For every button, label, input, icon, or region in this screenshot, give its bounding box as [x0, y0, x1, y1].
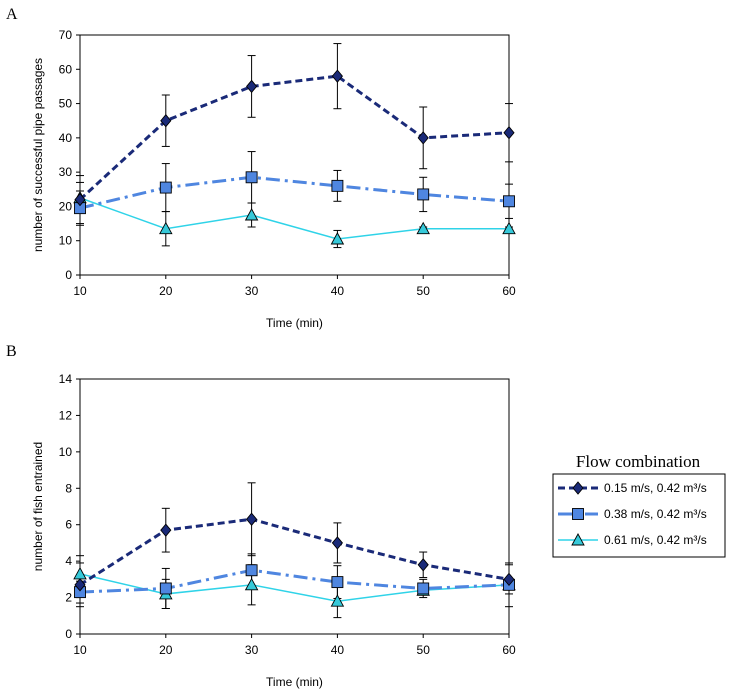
x-tick-label: 30 [245, 643, 259, 657]
chart-b: 0 2 4 6 8 10 12 14 10 20 30 40 50 60 Time (min) number … [31, 372, 516, 689]
x-tick-label: 20 [159, 284, 173, 298]
x-axis-label: Time (min) [266, 316, 323, 330]
x-tick-label: 10 [73, 643, 87, 657]
plot-frame [79, 378, 510, 635]
data-point-a-s2-2 [245, 171, 258, 184]
data-point-a-s2-5 [503, 195, 515, 208]
data-point-b-s1-3 [331, 536, 343, 550]
x-tick-label: 40 [331, 643, 345, 657]
panel-label-a: A [6, 6, 18, 23]
legend-marker-3 [571, 533, 585, 546]
data-point-a-s3-1 [159, 221, 173, 235]
y-tick-label: 6 [65, 518, 72, 532]
x-tick-label: 50 [417, 284, 431, 298]
plot-frame [79, 34, 510, 276]
y-tick-label: 12 [59, 408, 73, 422]
panel-label-b: B [6, 343, 17, 360]
legend-item-2: 0.38 m/s, 0.42 m³/s [558, 507, 707, 521]
x-axis-label: Time (min) [266, 675, 323, 689]
data-point-a-s1-1 [160, 114, 172, 128]
y-tick-label: 4 [65, 554, 72, 568]
x-tick-label: 60 [502, 284, 516, 298]
y-tick-label: 10 [59, 445, 73, 459]
x-tick-label: 30 [245, 284, 259, 298]
data-point-a-s1-4 [417, 131, 429, 145]
y-tick-label: 70 [59, 28, 73, 42]
legend-label-1: 0.15 m/s, 0.42 m³/s [604, 481, 707, 495]
data-point-a-s2-1 [159, 181, 172, 194]
series-line-a-3 [79, 197, 509, 240]
y-tick-label: 50 [59, 97, 73, 111]
legend-title: Flow combination [576, 452, 701, 471]
x-tick-label: 10 [73, 284, 87, 298]
y-tick-label: 20 [59, 199, 73, 213]
data-point-a-s1-5 [503, 126, 515, 140]
data-point-a-s1-3 [331, 69, 343, 83]
data-point-b-s2-3 [331, 576, 344, 589]
data-point-b-s2-4 [417, 582, 430, 595]
data-point-b-s1-4 [417, 558, 429, 572]
data-point-b-s3-0 [73, 566, 87, 580]
data-point-b-s3-3 [330, 594, 345, 607]
data-point-a-s3-5 [502, 221, 516, 235]
data-point-a-s3-4 [416, 221, 430, 235]
y-tick-label: 0 [65, 268, 72, 282]
series-line-b-1 [79, 517, 510, 587]
x-tick-label: 50 [417, 643, 431, 657]
y-axis-label: number of fish entrained [31, 442, 45, 571]
series-line-b-2 [79, 568, 510, 594]
data-point-a-s3-3 [330, 232, 345, 245]
y-tick-label: 40 [59, 131, 73, 145]
legend-label-3: 0.61 m/s, 0.42 m³/s [604, 533, 707, 547]
data-point-b-s2-2 [245, 564, 258, 577]
y-tick-label: 60 [59, 62, 73, 76]
y-axis-label: number of successful pipe passages [31, 58, 45, 252]
legend-label-2: 0.38 m/s, 0.42 m³/s [604, 507, 707, 521]
data-point-a-s3-2 [244, 208, 259, 221]
series-line-a-2 [79, 175, 510, 210]
data-point-b-s1-0 [74, 578, 86, 592]
legend-item-1: 0.15 m/s, 0.42 m³/s [558, 481, 707, 495]
y-tick-label: 8 [65, 481, 72, 495]
data-point-a-s2-3 [331, 179, 344, 192]
data-point-a-s1-0 [74, 192, 86, 207]
y-tick-label: 0 [65, 627, 72, 641]
legend-item-3: 0.61 m/s, 0.42 m³/s [558, 533, 707, 547]
data-point-b-s1-5 [503, 572, 515, 587]
legend-marker-2 [572, 508, 584, 520]
x-tick-label: 60 [502, 643, 516, 657]
legend: Flow combination 0.15 m/s, 0.42 m³/s 0.38… [552, 452, 726, 558]
legend-marker-1 [572, 481, 584, 495]
y-tick-label: 2 [65, 591, 72, 605]
data-point-a-s2-4 [417, 188, 430, 201]
data-point-b-s1-1 [160, 523, 172, 537]
y-tick-label: 14 [59, 372, 73, 386]
x-tick-label: 40 [331, 284, 345, 298]
data-point-b-s3-2 [244, 577, 259, 591]
data-point-b-s1-2 [246, 512, 258, 526]
series-line-b-3 [79, 573, 510, 602]
x-tick-label: 20 [159, 643, 173, 657]
data-point-a-s1-2 [246, 79, 258, 94]
y-tick-label: 30 [59, 165, 73, 179]
data-point-b-s2-1 [159, 582, 172, 595]
y-tick-label: 10 [59, 234, 73, 248]
